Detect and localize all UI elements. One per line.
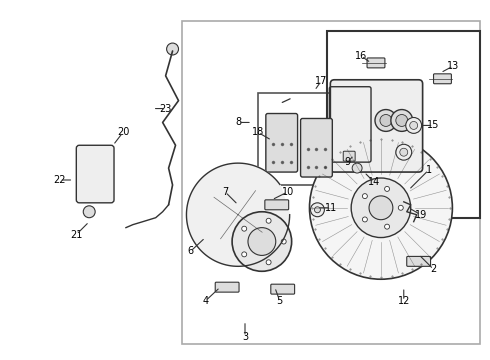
Circle shape (391, 109, 413, 131)
FancyBboxPatch shape (434, 74, 451, 84)
Text: 3: 3 (242, 332, 248, 342)
Circle shape (363, 217, 368, 222)
Text: 16: 16 (355, 51, 367, 61)
Circle shape (385, 186, 390, 192)
Circle shape (232, 212, 292, 271)
Circle shape (363, 194, 368, 199)
Text: 5: 5 (276, 296, 283, 306)
Text: 2: 2 (430, 264, 437, 274)
Circle shape (266, 260, 271, 265)
Text: 20: 20 (117, 127, 129, 138)
Text: 18: 18 (252, 127, 264, 138)
Circle shape (281, 239, 286, 244)
Circle shape (396, 144, 412, 160)
Circle shape (266, 218, 271, 223)
FancyBboxPatch shape (265, 200, 289, 210)
Text: 13: 13 (447, 61, 460, 71)
Circle shape (351, 178, 411, 238)
FancyBboxPatch shape (76, 145, 114, 203)
Circle shape (406, 117, 421, 133)
Text: 14: 14 (368, 177, 380, 187)
Text: 12: 12 (397, 296, 410, 306)
Circle shape (396, 114, 408, 126)
Circle shape (242, 226, 246, 231)
Circle shape (410, 121, 417, 129)
Bar (327, 31, 480, 218)
Circle shape (400, 148, 408, 156)
Text: 22: 22 (53, 175, 66, 185)
Circle shape (242, 252, 246, 257)
Text: 15: 15 (427, 121, 440, 130)
Text: 11: 11 (325, 203, 338, 213)
Circle shape (352, 163, 362, 173)
Circle shape (375, 109, 397, 131)
FancyBboxPatch shape (367, 58, 385, 68)
Circle shape (83, 206, 95, 218)
Circle shape (398, 205, 403, 210)
Text: 1: 1 (425, 165, 432, 175)
Bar (258, 93, 351, 185)
FancyBboxPatch shape (343, 151, 355, 161)
FancyBboxPatch shape (215, 282, 239, 292)
Text: 19: 19 (415, 210, 427, 220)
FancyBboxPatch shape (300, 118, 332, 177)
Text: 23: 23 (159, 104, 172, 113)
Bar (182, 21, 480, 344)
Circle shape (369, 196, 393, 220)
Circle shape (380, 114, 392, 126)
Text: 10: 10 (282, 187, 294, 197)
FancyBboxPatch shape (266, 113, 297, 172)
Circle shape (311, 203, 324, 217)
Text: 9: 9 (344, 157, 350, 167)
FancyBboxPatch shape (407, 256, 431, 266)
Text: 17: 17 (315, 76, 328, 86)
Text: 8: 8 (235, 117, 241, 127)
Text: 6: 6 (187, 247, 194, 256)
Text: 7: 7 (222, 187, 228, 197)
Text: 21: 21 (70, 230, 82, 239)
FancyBboxPatch shape (330, 80, 422, 172)
FancyBboxPatch shape (271, 284, 294, 294)
FancyArrowPatch shape (282, 99, 290, 103)
Circle shape (385, 224, 390, 229)
Circle shape (310, 136, 452, 279)
Text: 4: 4 (202, 296, 208, 306)
Circle shape (315, 207, 320, 213)
Circle shape (167, 43, 178, 55)
Circle shape (248, 228, 276, 255)
Polygon shape (187, 163, 290, 266)
